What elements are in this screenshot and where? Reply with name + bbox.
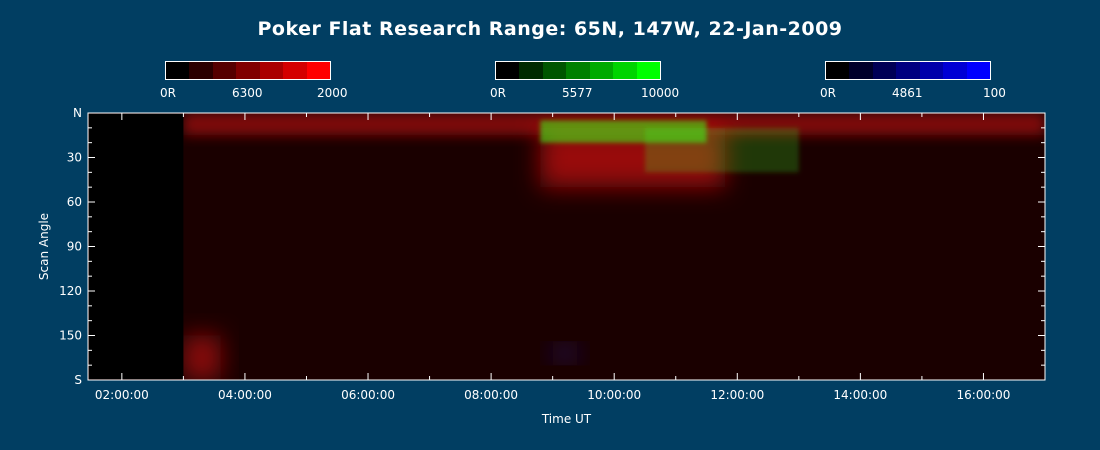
- emission-layer: [183, 113, 1045, 380]
- y-tick-label: N: [73, 106, 82, 120]
- emission-blue-5: [552, 347, 578, 360]
- colorbar-red-seg: [259, 62, 284, 79]
- colorbar-blue-seg: [826, 62, 850, 79]
- x-tick-label: 04:00:00: [218, 388, 272, 402]
- colorbar-blue-seg: [872, 62, 897, 79]
- colorbar-blue-seg: [966, 62, 990, 79]
- y-tick-label: 90: [67, 240, 82, 254]
- colorbar-red-swatches: [165, 61, 331, 80]
- colorbar-red-min-label: 0R: [160, 86, 176, 100]
- colorbar-red: 0R 6300 2000: [160, 61, 348, 100]
- colorbar-green-min-label: 0R: [490, 86, 506, 100]
- emission-green-3: [644, 127, 799, 173]
- y-tick-label: 30: [67, 151, 82, 165]
- colorbar-blue-max-label: 100: [983, 86, 1006, 100]
- x-tick-label: 14:00:00: [833, 388, 887, 402]
- colorbar-red-seg: [166, 62, 190, 79]
- colorbar-blue-swatches: [825, 61, 991, 80]
- colorbar-red-max-label: 2000: [317, 86, 348, 100]
- colorbar-green-seg: [589, 62, 614, 79]
- axis-ticks: 02:00:00 04:00:00 06:00:00 08:00:00 10:00:00…: [59, 106, 1045, 402]
- colorbar-red-seg: [189, 62, 213, 79]
- emission-red-4: [183, 335, 221, 380]
- y-tick-label: 150: [59, 329, 82, 343]
- colorbar-red-seg: [236, 62, 260, 79]
- colorbar-blue-seg: [849, 62, 873, 79]
- colorbar-blue-min-label: 0R: [820, 86, 836, 100]
- x-tick-label: 12:00:00: [710, 388, 764, 402]
- no-data-region: [89, 114, 184, 379]
- colorbar-green-seg: [566, 62, 590, 79]
- colorbar-green-swatches: [495, 61, 661, 80]
- colorbar-blue-seg: [919, 62, 944, 79]
- colorbar-red-seg: [306, 62, 330, 79]
- colorbar-green-seg: [519, 62, 543, 79]
- x-tick-label: 10:00:00: [587, 388, 641, 402]
- colorbar-blue-wavelength-label: 4861: [892, 86, 923, 100]
- colorbar-blue: 0R 4861 100: [820, 61, 1006, 100]
- page-title: Poker Flat Research Range: 65N, 147W, 22…: [257, 18, 843, 40]
- colorbar-green-max-label: 10000: [641, 86, 680, 100]
- colorbar-blue-seg: [896, 62, 920, 79]
- colorbar-green: 0R 5577 10000: [490, 61, 679, 100]
- y-tick-label: 120: [59, 284, 82, 298]
- colorbar-blue-seg: [943, 62, 967, 79]
- y-tick-label: S: [74, 373, 82, 387]
- colorbar-green-seg: [636, 62, 660, 79]
- x-tick-label: 06:00:00: [341, 388, 395, 402]
- colorbar-green-seg: [542, 62, 567, 79]
- x-tick-label: 16:00:00: [957, 388, 1011, 402]
- y-tick-label: 60: [67, 195, 82, 209]
- x-tick-label: 08:00:00: [464, 388, 518, 402]
- y-axis-label: Scan Angle: [37, 213, 51, 280]
- colorbar-red-wavelength-label: 6300: [232, 86, 263, 100]
- colorbar-green-seg: [613, 62, 637, 79]
- x-tick-label: 02:00:00: [95, 388, 149, 402]
- colorbar-red-seg: [283, 62, 307, 79]
- colorbar-green-wavelength-label: 5577: [562, 86, 593, 100]
- colorbar-green-seg: [496, 62, 520, 79]
- x-axis-label: Time UT: [541, 412, 592, 426]
- colorbar-red-seg: [212, 62, 237, 79]
